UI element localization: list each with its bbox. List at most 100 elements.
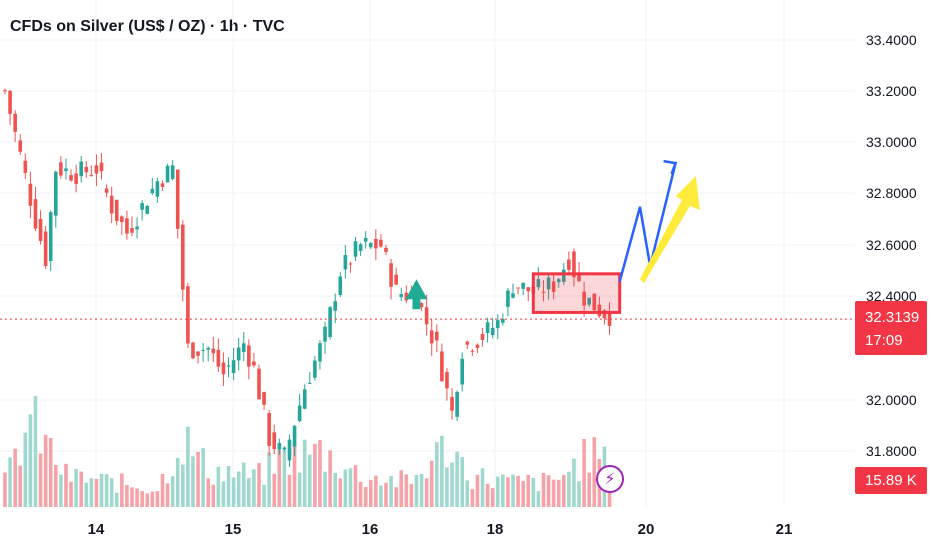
volume-bar bbox=[221, 481, 226, 507]
candle-body bbox=[338, 276, 343, 295]
candle-body bbox=[130, 228, 134, 233]
volume-bar bbox=[302, 439, 307, 507]
volume-bar bbox=[79, 471, 83, 507]
yellow-up-arrow[interactable] bbox=[640, 175, 700, 283]
volume-bar bbox=[435, 442, 439, 507]
volume-bar bbox=[165, 483, 170, 507]
volume-bar bbox=[252, 469, 256, 507]
volume-bar bbox=[419, 473, 424, 507]
volume-bar bbox=[13, 448, 17, 507]
volume-bar bbox=[363, 487, 368, 507]
volume-bar bbox=[3, 472, 7, 507]
candle-body bbox=[267, 413, 271, 446]
candle-body bbox=[470, 350, 475, 352]
candle-body bbox=[8, 90, 12, 114]
candle-body bbox=[404, 292, 409, 301]
volume-bar bbox=[404, 474, 409, 507]
volume-bar bbox=[587, 472, 591, 507]
candle-body bbox=[541, 291, 546, 293]
blue-path-arrow[interactable] bbox=[618, 162, 677, 282]
candle-body bbox=[582, 291, 586, 306]
candle-body bbox=[155, 181, 160, 197]
volume-bar bbox=[84, 482, 89, 507]
candle-body bbox=[292, 425, 297, 447]
volume-bar bbox=[440, 435, 444, 507]
volume-bar bbox=[196, 451, 200, 507]
volume-bar bbox=[23, 432, 28, 507]
candle-body bbox=[465, 341, 470, 345]
volume-bar bbox=[368, 480, 373, 507]
volume-bar bbox=[521, 480, 525, 507]
volume-bar bbox=[313, 443, 317, 507]
volume-bar bbox=[155, 491, 160, 507]
candle-body bbox=[196, 351, 200, 356]
candle-body bbox=[501, 318, 505, 323]
volume-bar bbox=[201, 448, 205, 507]
volume-bar bbox=[64, 463, 68, 507]
candle-body bbox=[84, 166, 89, 173]
candle-body bbox=[521, 282, 525, 289]
consolidation-box[interactable] bbox=[531, 272, 622, 314]
candle-body bbox=[551, 281, 556, 292]
candle-body bbox=[597, 304, 602, 317]
grid-lines bbox=[0, 0, 855, 507]
candle-body bbox=[450, 396, 454, 411]
candle-body bbox=[140, 203, 144, 210]
candle-body bbox=[3, 90, 7, 92]
volume-bar bbox=[8, 457, 12, 507]
candle-body bbox=[379, 239, 383, 247]
volume-bar bbox=[318, 440, 322, 507]
candle-body bbox=[490, 327, 495, 336]
volume-bar bbox=[59, 474, 63, 507]
volume-bar bbox=[94, 478, 99, 507]
volume-bar bbox=[54, 464, 58, 507]
y-axis: 33.4000 33.2000 33.0000 32.8000 32.6000 32.40… bbox=[866, 32, 917, 459]
volume-bar bbox=[99, 473, 104, 507]
volume-bar bbox=[150, 491, 155, 507]
candle-body bbox=[511, 293, 515, 298]
candle-body bbox=[181, 224, 185, 290]
volume-bar bbox=[379, 485, 383, 507]
candle-body bbox=[160, 183, 165, 187]
candle-body bbox=[313, 360, 317, 378]
volume-bar bbox=[104, 474, 109, 507]
candle-body bbox=[150, 188, 155, 194]
candle-body bbox=[297, 405, 302, 422]
volume-bar bbox=[470, 489, 475, 507]
bar-countdown: 17:09 bbox=[865, 332, 903, 349]
volume-bar bbox=[292, 442, 297, 507]
y-tick-label: 33.4000 bbox=[866, 32, 917, 48]
volume-bar bbox=[328, 450, 332, 507]
volume-bar bbox=[231, 477, 236, 507]
candle-body bbox=[282, 447, 287, 450]
candle-body bbox=[54, 171, 58, 216]
candle-body bbox=[64, 168, 68, 172]
volume-bar bbox=[308, 454, 312, 507]
volume-bar bbox=[546, 475, 551, 507]
volume-bar bbox=[216, 466, 221, 507]
volume-bar bbox=[455, 451, 459, 507]
volume-bar bbox=[89, 478, 94, 507]
volume-bar bbox=[191, 456, 195, 507]
volume-bar bbox=[211, 484, 216, 507]
candle-body bbox=[506, 290, 510, 307]
x-tick-label: 15 bbox=[225, 521, 242, 538]
candle-body bbox=[389, 263, 393, 287]
volume-bar bbox=[374, 475, 378, 507]
volume-bar bbox=[506, 477, 510, 507]
candle-body bbox=[165, 165, 170, 183]
candle-body bbox=[353, 241, 358, 257]
lightning-icon[interactable]: ⚡ bbox=[596, 465, 624, 493]
volume-bar bbox=[409, 484, 414, 507]
candle-body bbox=[69, 175, 73, 181]
candle-body bbox=[125, 218, 129, 234]
candle-body bbox=[363, 237, 368, 242]
candle-body bbox=[333, 301, 337, 311]
chart-title: CFDs on Silver (US$ / OZ) · 1h · TVC bbox=[10, 18, 285, 35]
candle-body bbox=[247, 345, 251, 367]
x-tick-label: 20 bbox=[638, 521, 655, 538]
candle-body bbox=[302, 389, 307, 409]
volume-bar bbox=[18, 465, 23, 507]
green-up-arrow[interactable] bbox=[405, 279, 428, 310]
